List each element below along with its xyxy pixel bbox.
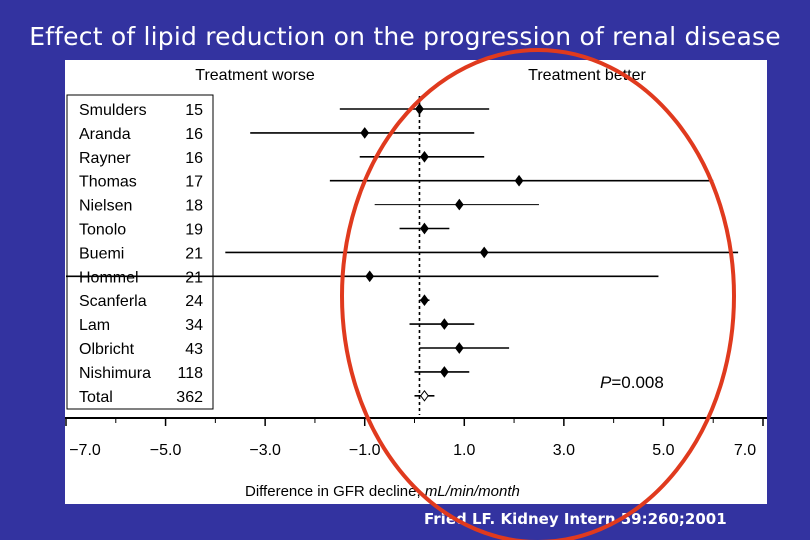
study-n: 17 <box>185 174 203 191</box>
x-tick-label: 1.0 <box>453 442 475 459</box>
p-number: =0.008 <box>611 373 663 392</box>
pooled-estimate-marker <box>420 389 429 402</box>
study-n: 43 <box>185 341 203 358</box>
point-estimate-marker <box>439 318 449 330</box>
study-name: Smulders <box>79 102 147 119</box>
study-name: Tonolo <box>79 222 126 239</box>
x-axis-label: Difference in GFR decline, mL/min/month <box>245 483 520 500</box>
x-tick-label: 3.0 <box>553 442 575 459</box>
point-estimate-marker <box>454 198 464 211</box>
p-symbol: P <box>600 373 612 392</box>
x-tick-label: 5.0 <box>652 442 674 459</box>
x-tick-label: −7.0 <box>69 442 101 459</box>
forest-plot-panel: Treatment worse Treatment better P=0.008… <box>65 60 767 504</box>
study-name: Thomas <box>79 174 137 191</box>
point-estimate-marker <box>360 127 370 139</box>
point-estimate-marker <box>439 366 449 378</box>
point-estimate-marker <box>415 103 424 115</box>
study-list-box <box>66 94 214 410</box>
study-n: 18 <box>185 198 203 215</box>
study-n: 19 <box>185 222 203 239</box>
study-name: Lam <box>79 317 110 334</box>
point-estimate-marker <box>514 174 524 187</box>
point-estimate-marker <box>454 342 464 354</box>
study-name: Olbricht <box>79 341 135 358</box>
study-name: Rayner <box>79 150 131 167</box>
study-n: 24 <box>185 293 203 310</box>
point-estimate-marker <box>365 270 375 283</box>
point-estimate-marker <box>479 246 489 259</box>
forest-plot: Treatment worse Treatment better P=0.008… <box>65 67 767 500</box>
x-axis-label-main: Difference in GFR decline, <box>245 483 425 500</box>
x-tick-label: −3.0 <box>249 442 281 459</box>
x-tick-label: −5.0 <box>150 442 182 459</box>
x-axis-label-unit: mL/min/month <box>425 483 520 500</box>
study-n: 118 <box>177 365 203 382</box>
point-estimate-marker <box>420 222 429 235</box>
citation: Fried LF. Kidney Intern 59:260;2001 <box>424 510 727 528</box>
study-n: 21 <box>185 245 203 262</box>
study-n: 16 <box>185 150 203 167</box>
study-name: Buemi <box>79 245 124 262</box>
point-estimate-marker <box>420 294 429 307</box>
point-estimate-marker <box>420 150 429 163</box>
study-name: Nielsen <box>79 198 132 215</box>
study-n: 15 <box>185 102 203 119</box>
slide-title: Effect of lipid reduction on the progres… <box>29 22 781 51</box>
p-value: P=0.008 <box>600 373 664 392</box>
study-name: Hommel <box>79 269 139 286</box>
header-treatment-better: Treatment better <box>528 67 646 84</box>
study-name: Aranda <box>79 126 131 143</box>
study-n: 21 <box>185 269 203 286</box>
study-n: 362 <box>176 389 203 406</box>
study-n: 16 <box>185 126 203 143</box>
x-tick-label: 7.0 <box>734 442 756 459</box>
study-name: Nishimura <box>79 365 151 382</box>
study-n: 34 <box>185 317 203 334</box>
x-tick-label: −1.0 <box>349 442 381 459</box>
study-name: Total <box>79 389 113 406</box>
study-name: Scanferla <box>79 293 147 310</box>
header-treatment-worse: Treatment worse <box>195 67 315 84</box>
